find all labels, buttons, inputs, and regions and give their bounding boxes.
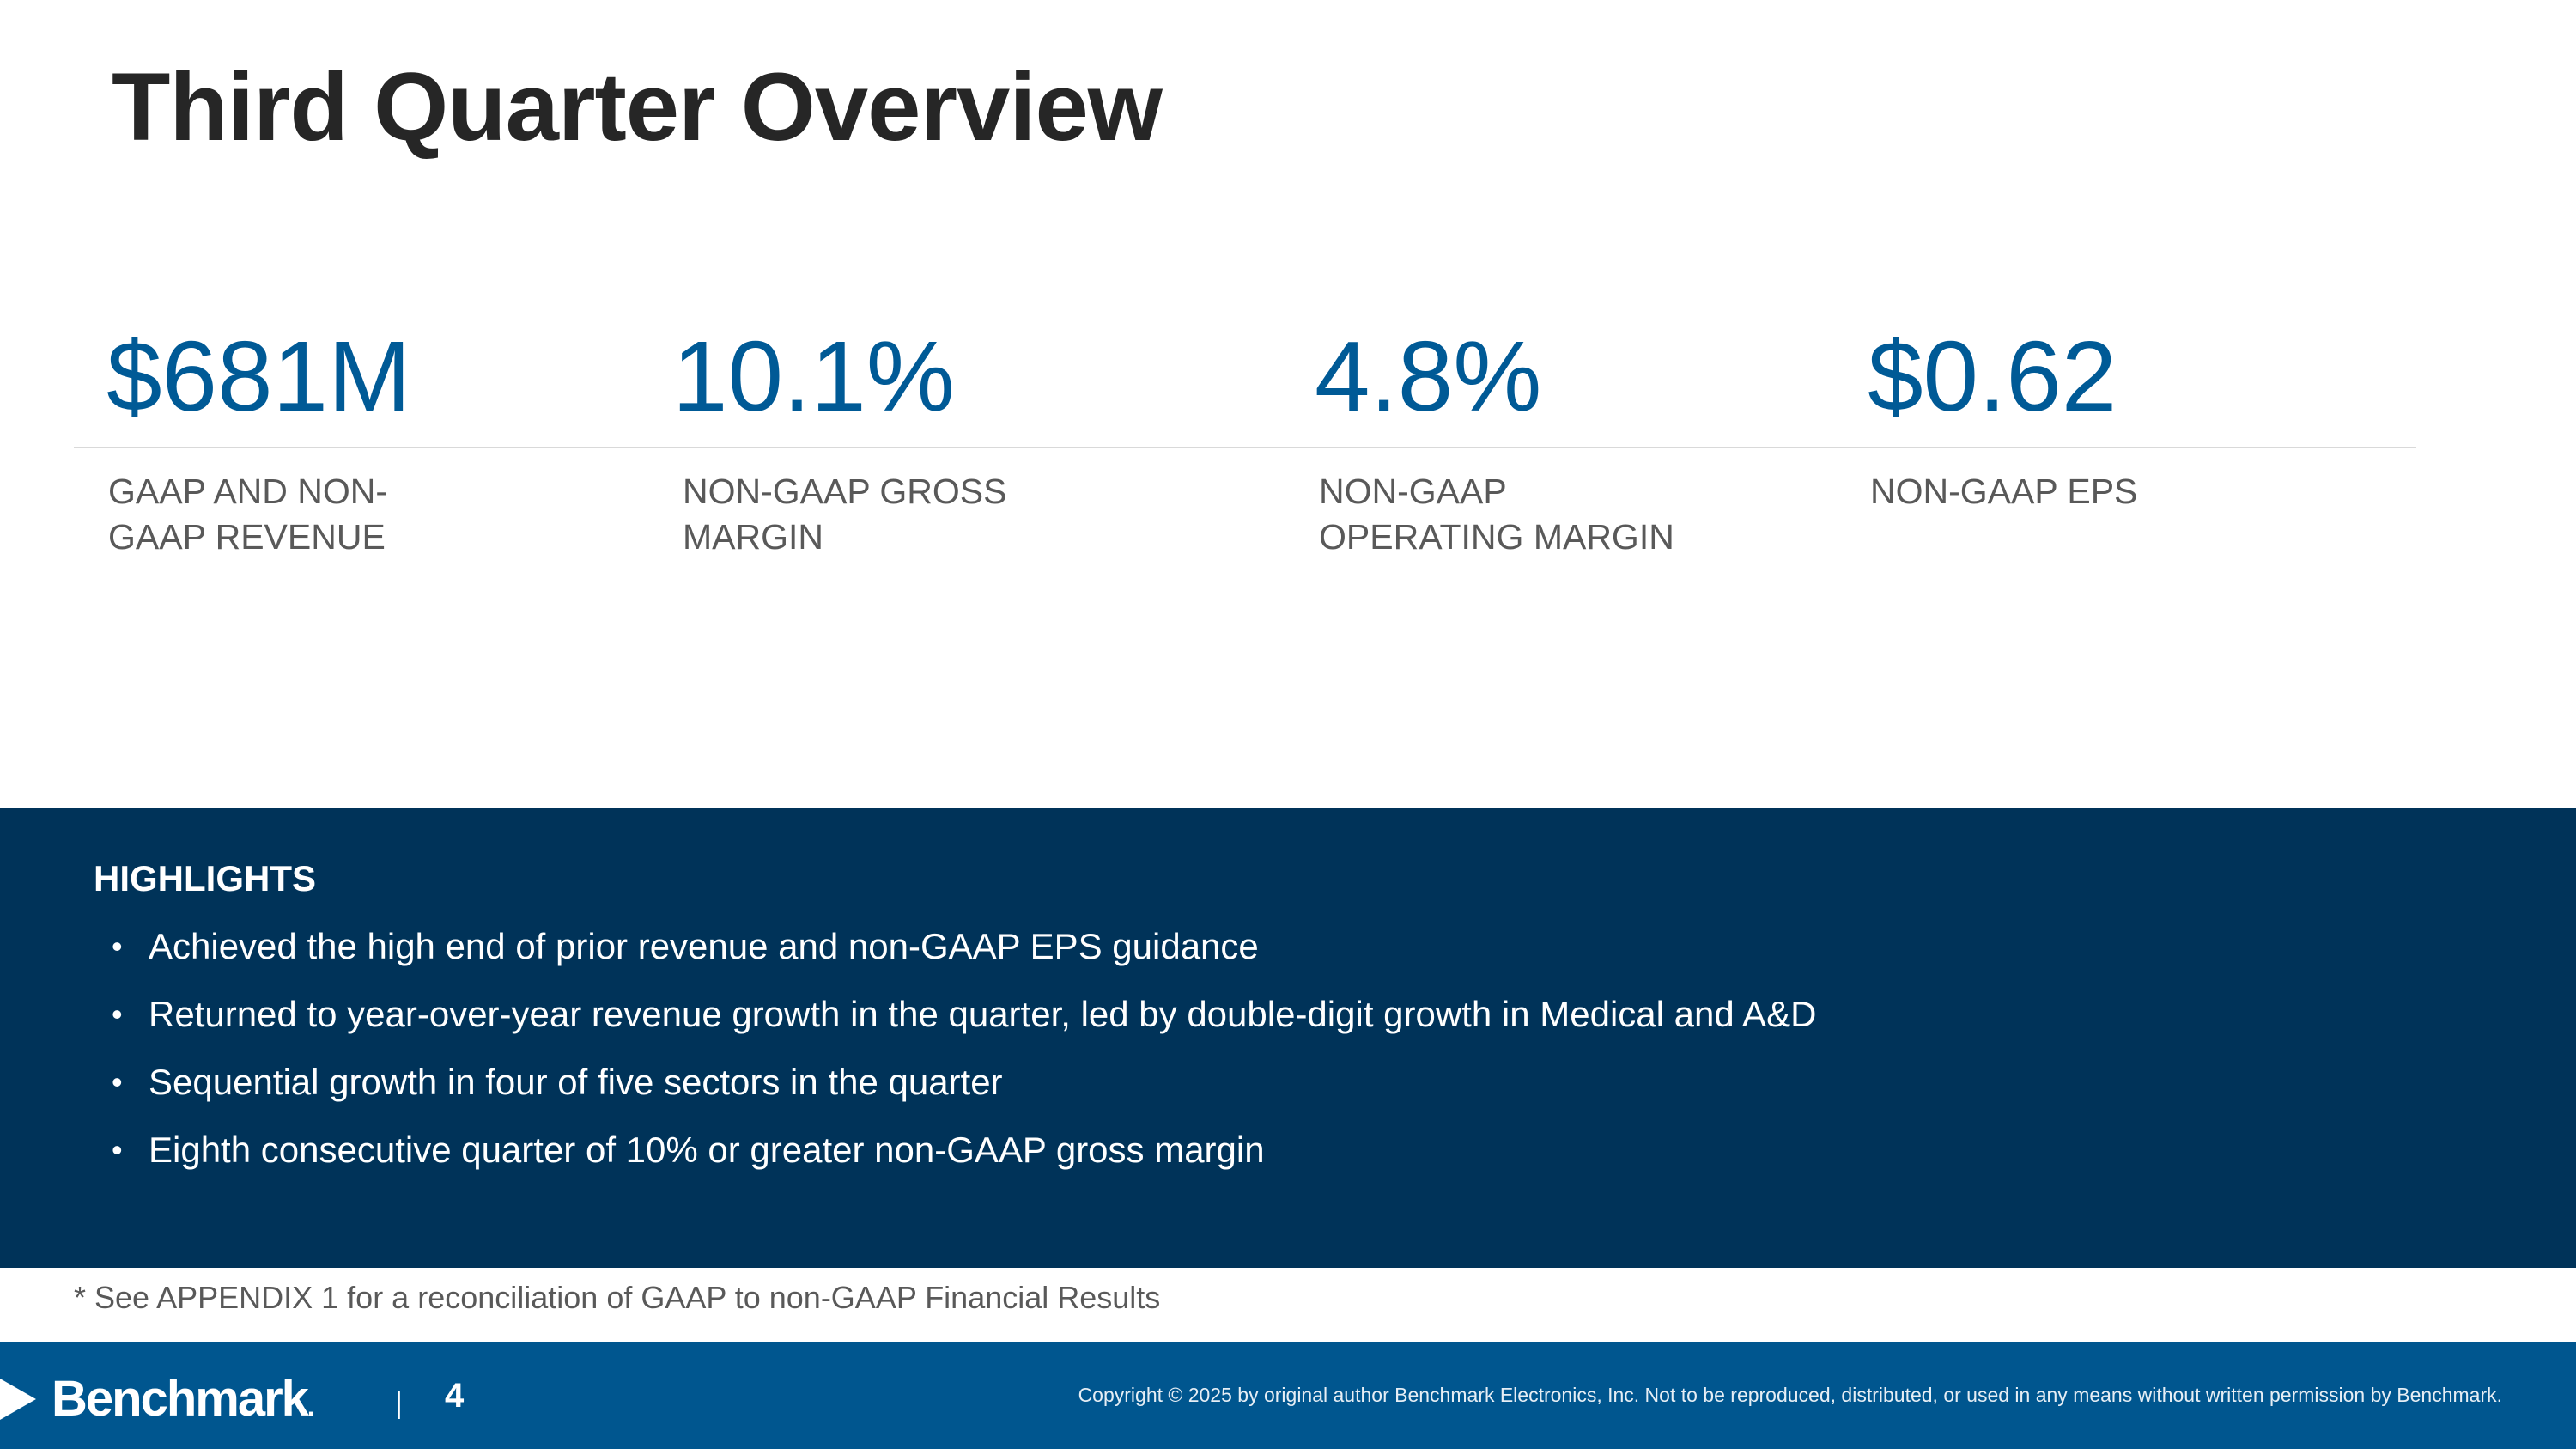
highlight-text: Eighth consecutive quarter of 10% or gre…: [149, 1129, 1265, 1170]
bullet-icon: •: [112, 928, 123, 964]
highlights-list: • Achieved the high end of prior revenue…: [112, 925, 1816, 1196]
metric-value-eps: $0.62: [1868, 320, 2117, 432]
bullet-icon: •: [112, 1064, 123, 1099]
copyright-notice: Copyright © 2025 by original author Benc…: [1078, 1384, 2502, 1406]
highlights-heading: HIGHLIGHTS: [94, 858, 316, 898]
logo-text: Benchmark: [52, 1371, 309, 1427]
highlight-item: • Returned to year-over-year revenue gro…: [112, 993, 1816, 1061]
page-number: 4: [445, 1377, 465, 1415]
footer-bar: Benchmark. | 4 Copyright © 2025 by origi…: [0, 1342, 2576, 1449]
metric-label-gross-margin: NON-GAAP GROSS MARGIN: [683, 472, 1007, 557]
highlight-item: • Achieved the high end of prior revenue…: [112, 925, 1816, 993]
metric-value-gross-margin: 10.1%: [672, 320, 955, 432]
chevron-right-icon: [0, 1379, 36, 1420]
metric-label-revenue: GAAP AND NON- GAAP REVENUE: [108, 472, 388, 557]
logo-wordmark: Benchmark.: [52, 1370, 314, 1428]
slide-title: Third Quarter Overview: [112, 53, 1163, 161]
highlights-panel: HIGHLIGHTS • Achieved the high end of pr…: [0, 808, 2576, 1268]
footnote: * See APPENDIX 1 for a reconciliation of…: [74, 1280, 1161, 1315]
metric-label-eps: NON-GAAP EPS: [1870, 472, 2138, 511]
highlight-text: Achieved the high end of prior revenue a…: [149, 926, 1259, 966]
bullet-icon: •: [112, 1132, 123, 1167]
benchmark-logo: Benchmark.: [0, 1370, 361, 1428]
metric-label-operating-margin: NON-GAAP OPERATING MARGIN: [1319, 472, 1674, 557]
logo-dot: .: [307, 1393, 314, 1422]
highlight-text: Returned to year-over-year revenue growt…: [149, 994, 1817, 1034]
bullet-icon: •: [112, 996, 123, 1032]
highlight-item: • Sequential growth in four of five sect…: [112, 1061, 1816, 1129]
metric-value-revenue: $681M: [106, 320, 411, 432]
highlight-text: Sequential growth in four of five sector…: [149, 1062, 1003, 1102]
metric-value-operating-margin: 4.8%: [1315, 320, 1542, 432]
footer-separator: |: [395, 1387, 403, 1420]
metrics-divider: [74, 447, 2416, 448]
highlight-item: • Eighth consecutive quarter of 10% or g…: [112, 1129, 1816, 1196]
